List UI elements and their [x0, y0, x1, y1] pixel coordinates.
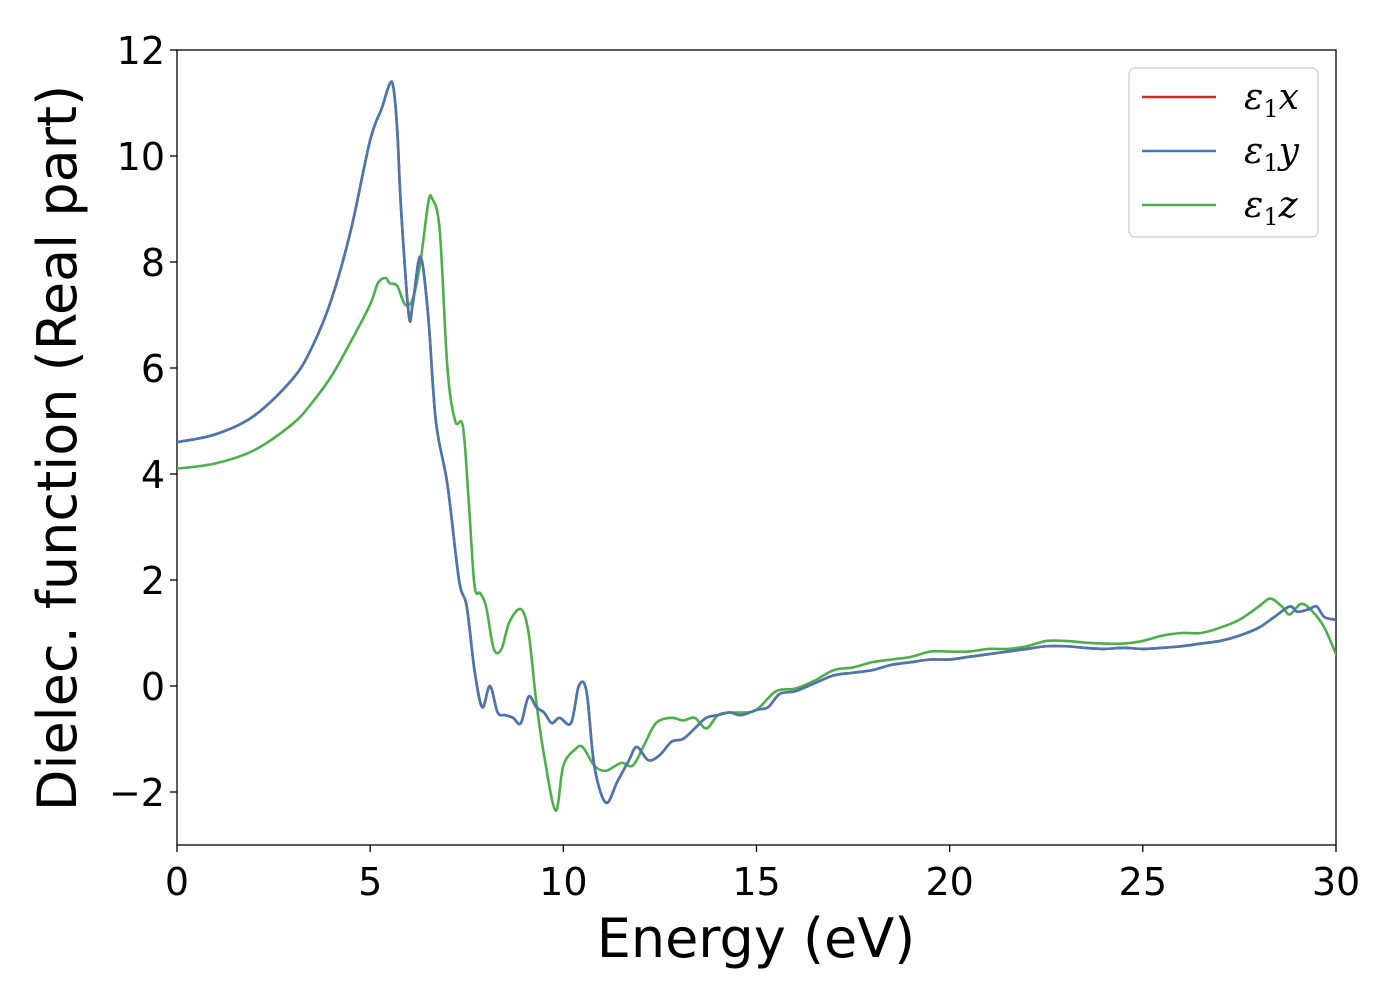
y-tick-label: 12 — [117, 29, 165, 73]
y-tick-label: 10 — [117, 135, 165, 179]
y-tick-label: 8 — [141, 241, 165, 285]
legend: ε1x ε1y ε1z — [1128, 67, 1319, 238]
y-axis-label: Dielec. function (Real part) — [26, 85, 89, 811]
legend-box — [1128, 67, 1319, 238]
y-tick-label: 2 — [141, 559, 165, 603]
series-line-eps1y — [177, 80, 1336, 805]
legend-label: ε1y — [1244, 131, 1300, 177]
x-axis-ticks: 0 5 10 15 20 25 30 — [165, 845, 1360, 904]
y-tick-label: −2 — [109, 771, 165, 815]
y-tick-label: 0 — [141, 665, 165, 709]
x-tick-label: 5 — [358, 860, 382, 904]
legend-label: ε1z — [1244, 185, 1299, 231]
series-line-eps1z — [177, 194, 1336, 812]
x-axis-label: Energy (eV) — [597, 907, 916, 970]
x-tick-label: 10 — [539, 860, 587, 904]
x-tick-label: 15 — [732, 860, 780, 904]
x-tick-label: 30 — [1312, 860, 1360, 904]
x-tick-label: 20 — [925, 860, 973, 904]
y-tick-label: 4 — [141, 453, 165, 497]
legend-items: ε1x ε1y ε1z — [1142, 77, 1300, 231]
series-group — [177, 80, 1336, 812]
legend-label: ε1x — [1244, 77, 1299, 123]
x-tick-label: 0 — [165, 860, 189, 904]
x-tick-label: 25 — [1119, 860, 1167, 904]
y-axis-ticks: −2 0 2 4 6 8 10 12 — [109, 29, 177, 815]
y-tick-label: 6 — [141, 347, 165, 391]
